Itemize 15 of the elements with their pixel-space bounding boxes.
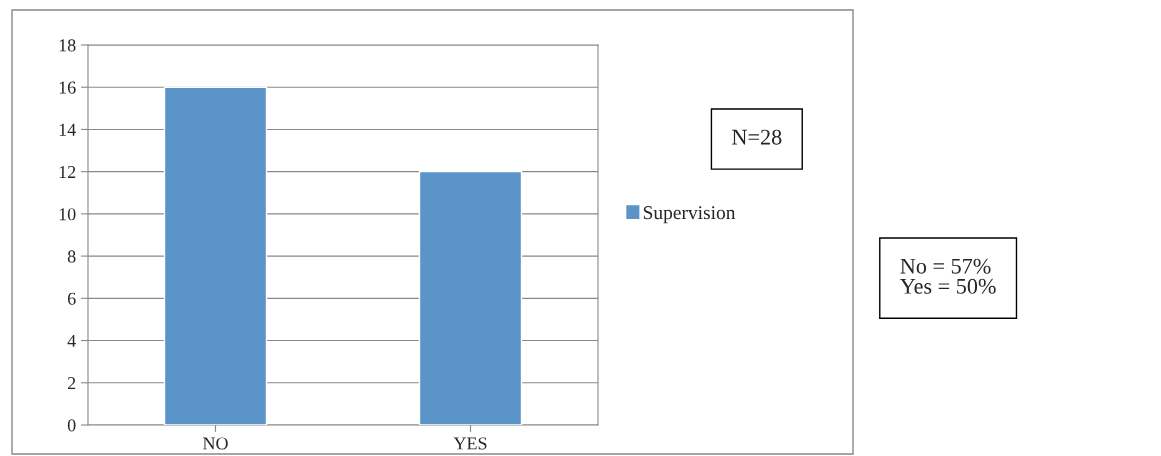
y-tick-label: 2 <box>67 377 76 390</box>
text: N=28 <box>732 129 782 145</box>
x-tick-label: YES <box>453 437 487 450</box>
y-tick-label: 0 <box>67 419 76 432</box>
y-tick-label: 6 <box>67 292 76 305</box>
x-tick-label: NO <box>202 437 228 450</box>
legend-label: Supervision <box>643 206 736 224</box>
y-tick-label: 14 <box>59 123 76 136</box>
y-tick-label: 16 <box>59 81 76 94</box>
y-tick-label: 10 <box>59 208 76 221</box>
y-tick-label: 4 <box>67 334 76 347</box>
text: No = 57% Yes = 50% <box>900 258 996 294</box>
y-tick-label: 18 <box>59 39 76 52</box>
y-tick-label: 12 <box>59 165 76 178</box>
y-tick-label: 8 <box>67 250 76 263</box>
